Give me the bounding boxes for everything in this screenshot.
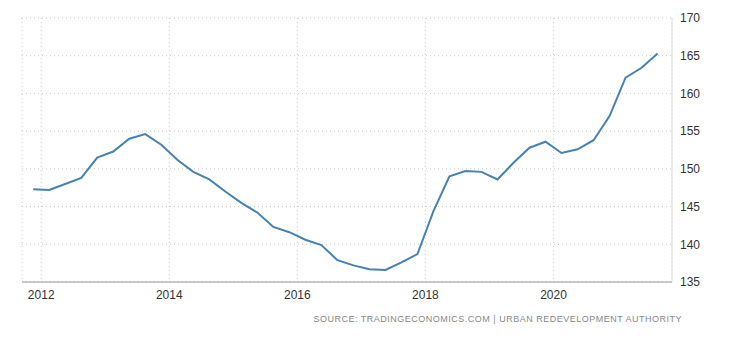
svg-text:165: 165 bbox=[680, 49, 700, 63]
html-text:SOURCE: TRADINGECONOMICS.COM |: SOURCE: TRADINGECONOMICS.COM | URBAN RED… bbox=[313, 314, 682, 324]
svg-text:2020: 2020 bbox=[540, 288, 567, 302]
svg-text:160: 160 bbox=[680, 87, 700, 101]
svg-text:135: 135 bbox=[680, 275, 700, 289]
svg-text:2014: 2014 bbox=[156, 288, 183, 302]
svg-text:2018: 2018 bbox=[412, 288, 439, 302]
svg-text:155: 155 bbox=[680, 124, 700, 138]
svg-text:170: 170 bbox=[680, 11, 700, 25]
svg-text:2016: 2016 bbox=[284, 288, 311, 302]
svg-text:2012: 2012 bbox=[28, 288, 55, 302]
svg-text:150: 150 bbox=[680, 162, 700, 176]
svg-text:140: 140 bbox=[680, 238, 700, 252]
svg-text:145: 145 bbox=[680, 200, 700, 214]
